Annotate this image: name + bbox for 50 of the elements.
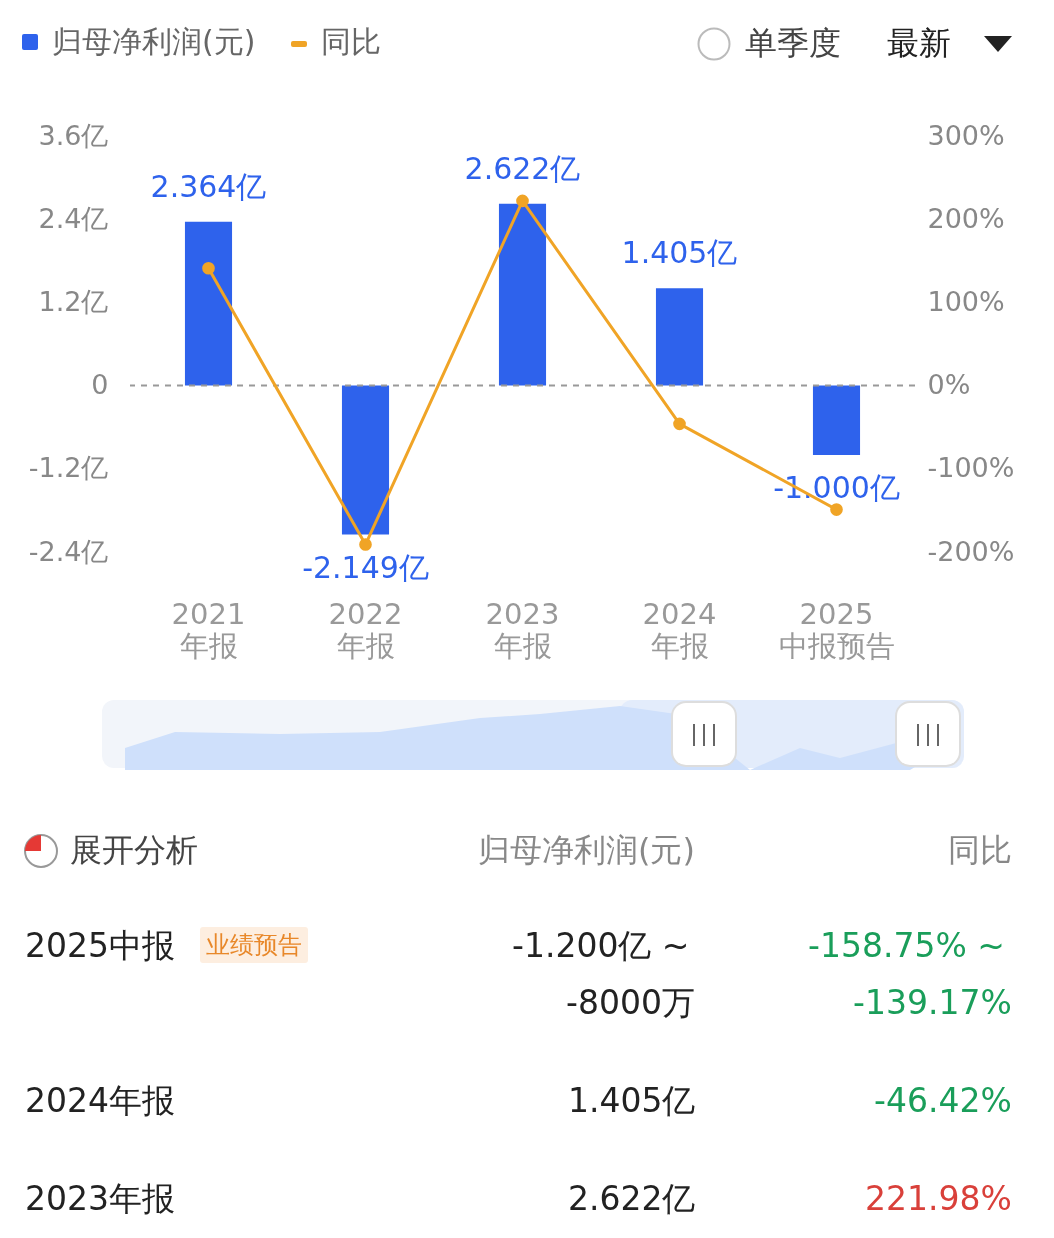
text: 2024年报 (25, 1080, 175, 1120)
text: 2023年报 (25, 1178, 175, 1218)
y2-tick-label: 0% (927, 369, 971, 401)
bar (655, 288, 704, 386)
bar (812, 385, 861, 455)
data-label: 1.405亿 (621, 235, 738, 271)
legend-label: 归母净利润(元) (52, 24, 256, 59)
y-tick-label: 2.4亿 (38, 202, 109, 234)
y2-tick-label: -100% (927, 452, 1015, 484)
x-tick-label: 2023 年报 (485, 596, 560, 663)
text: -1.200亿 ~ (512, 925, 690, 965)
text: 1.405亿 (568, 1080, 696, 1120)
y-tick-label: 3.6亿 (38, 119, 109, 151)
text: -46.42% (874, 1080, 1012, 1120)
data-label: -2.149亿 (302, 549, 429, 585)
bar (498, 203, 547, 386)
x-tick-label: 2022 年报 (328, 596, 403, 663)
text: 单季度 (745, 24, 841, 62)
bar (341, 385, 390, 535)
y2-tick-label: 200% (927, 202, 1005, 234)
y2-tick-label: -200% (927, 535, 1015, 567)
x-tick-label: 2025 中报预告 (778, 596, 895, 663)
point (359, 538, 372, 551)
text: 同比 (948, 831, 1012, 869)
x-tick-label: 2021 年报 (171, 596, 246, 663)
bar (184, 221, 233, 386)
data-label: 2.622亿 (464, 150, 581, 186)
text: 2025中报 (25, 925, 175, 965)
data-label: 2.364亿 (150, 168, 267, 204)
text: -158.75% ~ (808, 925, 1005, 965)
text: 业绩预告 (200, 927, 308, 963)
text: 221.98% (865, 1178, 1012, 1218)
y2-tick-label: 300% (927, 119, 1005, 151)
y-tick-label: -1.2亿 (28, 452, 109, 484)
text: -139.17% (853, 982, 1012, 1022)
text: 归母净利润(元) (478, 831, 695, 869)
point (202, 261, 215, 275)
text: -8000万 (566, 982, 695, 1022)
point (516, 194, 529, 208)
text: 最新 (887, 24, 951, 62)
text: 2.622亿 (568, 1178, 696, 1218)
y-tick-label: -2.4亿 (28, 535, 109, 567)
legend-label: 同比 (321, 24, 381, 59)
text: 展开分析 (70, 831, 198, 869)
x-tick-label: 2024 年报 (642, 596, 717, 663)
y-tick-label: 1.2亿 (38, 285, 109, 317)
point (673, 417, 686, 431)
point (830, 503, 843, 516)
y-tick-label: 0 (91, 369, 109, 401)
y2-tick-label: 100% (927, 285, 1005, 317)
